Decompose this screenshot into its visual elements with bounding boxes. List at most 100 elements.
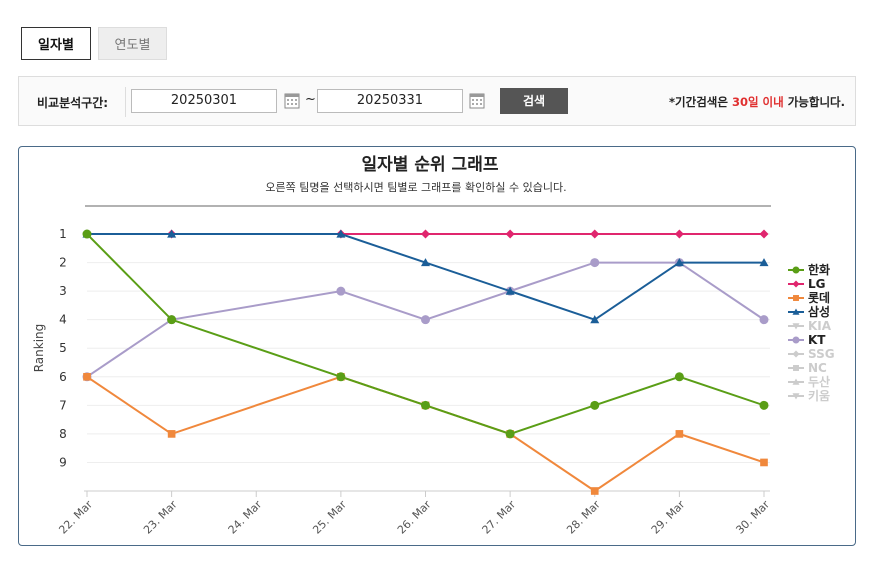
y-tick-label: 3 <box>59 284 67 298</box>
legend-item[interactable]: 한화 <box>788 262 830 277</box>
legend-label: 한화 <box>808 262 830 277</box>
tab-yearly[interactable]: 연도별 <box>98 27 167 60</box>
chart-title: 일자별 순위 그래프 <box>362 155 499 175</box>
calendar-icon[interactable] <box>284 91 300 109</box>
x-tick-label: 25. Mar <box>310 498 349 537</box>
y-tick-label: 6 <box>59 370 67 384</box>
legend-marker <box>792 336 800 344</box>
y-tick-label: 7 <box>59 398 67 412</box>
data-point <box>590 258 600 268</box>
data-point <box>505 429 515 439</box>
data-point <box>83 372 91 381</box>
data-point <box>336 286 346 296</box>
x-tick-label: 23. Mar <box>141 498 180 537</box>
data-point <box>421 258 430 267</box>
legend-marker <box>793 365 799 371</box>
search-button[interactable]: 검색 <box>500 88 568 114</box>
data-point <box>590 400 600 410</box>
data-point <box>336 229 346 238</box>
x-tick-label: 29. Mar <box>649 498 688 537</box>
data-point <box>167 315 177 325</box>
data-point <box>421 315 430 325</box>
legend-label: 키움 <box>808 388 830 403</box>
x-tick-label: 22. Mar <box>56 498 95 537</box>
x-tick-label: 30. Mar <box>733 498 772 537</box>
legend-item[interactable]: KIA <box>788 319 832 333</box>
data-point <box>167 229 177 238</box>
y-tick-label: 4 <box>59 313 67 327</box>
legend-label: SSG <box>808 347 835 361</box>
data-point <box>759 258 769 267</box>
search-bar: 비교분석구간: 20250301 ~ 20250331 검색 *기간검색은 30… <box>18 76 856 126</box>
legend-item[interactable]: 두산 <box>788 374 830 389</box>
legend-marker <box>792 378 800 385</box>
legend-label: KIA <box>808 319 832 333</box>
calendar-icon[interactable] <box>469 91 485 109</box>
x-tick-label: 27. Mar <box>480 498 519 537</box>
legend-item[interactable]: 키움 <box>788 388 830 403</box>
data-point <box>590 229 600 239</box>
x-tick-label: 24. Mar <box>226 498 265 537</box>
legend-marker <box>792 280 800 288</box>
legend-marker <box>792 350 800 358</box>
series-line <box>86 233 765 435</box>
chart-panel <box>18 146 856 546</box>
legend-marker <box>792 323 800 330</box>
x-tick-label: 28. Mar <box>564 498 603 537</box>
data-point <box>82 229 92 239</box>
legend-item[interactable]: 삼성 <box>788 304 830 319</box>
y-tick-label: 8 <box>59 427 67 441</box>
end-date-input[interactable]: 20250331 <box>317 89 463 113</box>
data-point <box>421 229 430 239</box>
legend-item[interactable]: LG <box>788 277 826 291</box>
legend-marker <box>792 393 800 400</box>
legend-marker <box>792 266 800 274</box>
data-point <box>336 372 346 382</box>
data-point <box>505 229 515 239</box>
note-text: 가능합니다. <box>783 95 845 109</box>
tab-daily[interactable]: 일자별 <box>21 27 91 60</box>
data-point <box>675 430 684 438</box>
period-label: 비교분석구간: <box>37 96 109 110</box>
legend-item[interactable]: NC <box>788 361 827 375</box>
data-point <box>505 286 515 295</box>
legend-label: KT <box>808 333 826 347</box>
series-line <box>87 233 764 321</box>
data-point <box>759 400 769 410</box>
x-tick-label: 26. Mar <box>395 498 434 537</box>
period-note: *기간검색은 30일 이내 가능합니다. <box>669 94 845 110</box>
y-tick-label: 9 <box>59 455 67 469</box>
legend-label: 두산 <box>808 374 830 389</box>
legend-label: 롯데 <box>808 290 830 305</box>
data-point <box>759 229 769 239</box>
chart-subtitle: 오른쪽 팀명을 선택하시면 팀별로 그래프를 확인하실 수 있습니다. <box>265 180 566 194</box>
series-line <box>86 261 765 378</box>
legend-item[interactable]: 롯데 <box>788 290 830 305</box>
legend-marker <box>792 308 800 315</box>
legend-item[interactable]: KT <box>788 333 826 347</box>
legend-label: LG <box>808 277 826 291</box>
data-point <box>590 487 599 495</box>
legend-label: 삼성 <box>808 304 830 319</box>
data-point <box>759 315 769 325</box>
data-point <box>674 372 684 382</box>
legend-marker <box>793 295 799 301</box>
y-tick-label: 2 <box>59 256 67 270</box>
data-point <box>590 315 600 324</box>
legend-label: NC <box>808 361 827 375</box>
data-point <box>760 458 768 467</box>
data-point <box>167 430 176 438</box>
range-separator: ~ <box>305 92 316 107</box>
data-point <box>674 229 684 239</box>
y-axis-label: Ranking <box>32 324 46 373</box>
y-tick-label: 1 <box>59 227 67 241</box>
legend-item[interactable]: SSG <box>788 347 835 361</box>
data-point <box>674 258 684 267</box>
divider <box>125 87 126 117</box>
data-point <box>421 400 430 410</box>
y-tick-label: 5 <box>59 341 67 355</box>
start-date-input[interactable]: 20250301 <box>131 89 277 113</box>
note-highlight: 30일 이내 <box>731 95 784 109</box>
